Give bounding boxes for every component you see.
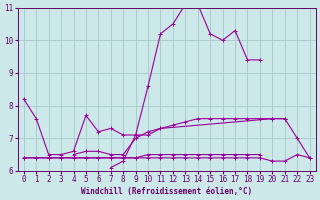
X-axis label: Windchill (Refroidissement éolien,°C): Windchill (Refroidissement éolien,°C) bbox=[81, 187, 252, 196]
